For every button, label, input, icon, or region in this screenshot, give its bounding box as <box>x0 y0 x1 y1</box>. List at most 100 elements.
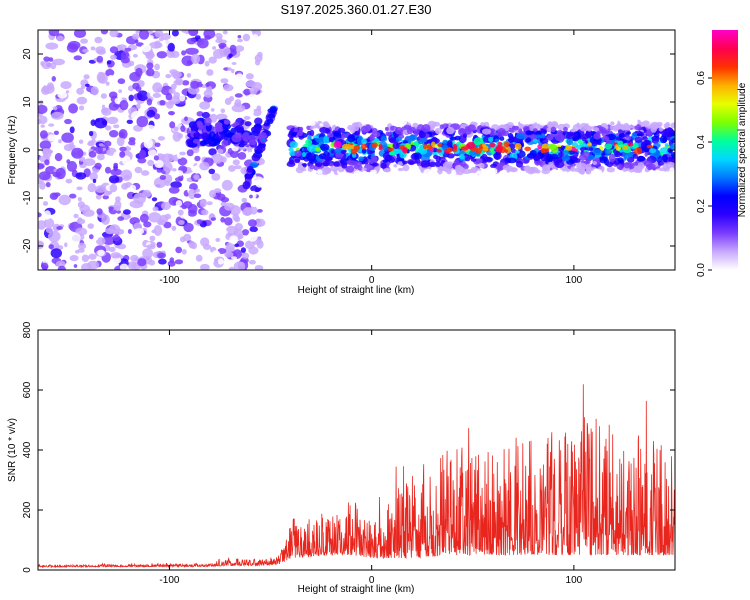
spectrogram-cell <box>96 49 106 55</box>
spectrogram-cell <box>54 153 63 162</box>
spectrogram-cell <box>127 215 131 219</box>
spectrogram-cell <box>217 148 224 154</box>
spectrogram-cell <box>163 221 172 229</box>
spectrogram-cell <box>119 146 127 152</box>
spectrogram-cell <box>393 164 398 168</box>
spectrogram-cell <box>562 150 570 156</box>
spectrogram-cell <box>157 136 165 141</box>
spectrogram-cell <box>73 55 83 61</box>
spectrogram-cell <box>71 147 84 159</box>
spectrogram-cell <box>294 150 302 157</box>
spectrogram-cell <box>181 249 187 255</box>
spectrogram-cell <box>465 157 471 162</box>
spectrogram-cell <box>126 119 133 125</box>
spectrogram-cell <box>220 229 228 235</box>
spectrogram-cell <box>73 30 87 38</box>
spectrogram-cell <box>154 63 161 71</box>
spectrogram-cell <box>199 198 207 208</box>
spectrogram-cell <box>560 145 565 151</box>
spectrogram-cell <box>323 167 332 174</box>
spectrogram-cell <box>142 248 154 259</box>
spectrogram-cell <box>138 30 150 40</box>
spectrogram-cell <box>608 154 616 162</box>
spectrogram-cell <box>109 30 119 38</box>
spectrogram-cell <box>534 169 541 174</box>
spectrogram-cell <box>221 139 229 147</box>
spectrogram-cell <box>66 159 71 164</box>
spectrogram-cell <box>513 122 518 126</box>
spectrogram-cell <box>53 130 60 135</box>
spectrogram-cell <box>106 149 111 155</box>
spectrogram-cell <box>341 143 352 150</box>
spectrogram-cell <box>459 154 465 160</box>
spectrogram-cell <box>161 201 171 211</box>
spectrogram-cell <box>132 53 138 58</box>
spectrogram-cell <box>306 130 312 136</box>
colorbar-ticks: 0.0 0.2 0.4 0.6 <box>696 71 712 277</box>
spectrogram-cell <box>56 226 63 230</box>
spectrogram-cell <box>518 123 524 129</box>
spectrogram-cell <box>511 116 520 124</box>
spectrogram-cell <box>135 30 141 34</box>
spectrogram-cell <box>361 167 367 171</box>
spectrogram-cell <box>303 147 308 153</box>
spectrogram-cell <box>587 127 592 132</box>
spectrogram-cell <box>495 146 503 153</box>
spectrogram-cell <box>256 209 263 213</box>
spectrogram-cell <box>194 155 201 162</box>
spectrogram-cell <box>221 179 233 191</box>
spectrogram-cell <box>222 123 232 130</box>
spectrogram-cell <box>196 111 204 117</box>
spectrogram-cell <box>89 172 98 181</box>
spectrogram-cell <box>289 141 298 149</box>
spectrogram-cell <box>604 147 611 155</box>
spectrogram-cell <box>196 65 205 73</box>
spectrogram-cell <box>453 159 460 165</box>
spectrogram-cell <box>64 118 72 125</box>
spectrogram-cell <box>85 108 92 117</box>
spectrogram-cell <box>632 153 638 159</box>
spectrogram-cell <box>256 144 266 153</box>
snr-marks <box>38 384 675 569</box>
spectrogram-cell <box>330 149 336 154</box>
spectrogram-cell <box>88 130 94 137</box>
spectrogram-cell <box>154 142 161 148</box>
spectrogram-cell <box>524 146 532 152</box>
spectrogram-cell <box>570 166 576 172</box>
spectrogram-cell <box>623 162 631 169</box>
spectrogram-cell <box>458 128 466 134</box>
spectrogram-cell <box>203 244 212 250</box>
spectrogram-cell <box>338 127 346 133</box>
spectrogram-cell <box>503 141 510 148</box>
snr-x-label: Height of straight line (km) <box>298 584 415 595</box>
spectrogram-cell <box>223 119 230 125</box>
spectrogram-cell <box>269 106 278 114</box>
spectrogram-cell <box>167 233 177 243</box>
spectrogram-cell <box>632 161 639 166</box>
spectrogram-cell <box>65 178 73 184</box>
spectrogram-cell <box>380 162 387 169</box>
spectrogram-cell <box>642 120 650 127</box>
spectrogram-cell <box>258 132 267 139</box>
spectrogram-cell <box>108 224 121 234</box>
spectrogram-cell <box>64 242 68 248</box>
spectrogram-cell <box>488 136 494 143</box>
spectrogram-cell <box>215 113 228 121</box>
spectrogram-cell <box>41 262 49 270</box>
spectrogram-cell <box>656 121 663 127</box>
spectrogram-cell <box>211 173 221 181</box>
spectrogram-cell <box>68 103 78 114</box>
spectrogram-marks <box>38 30 675 270</box>
spectrogram-cell <box>383 167 391 173</box>
spectrogram-cell <box>175 200 183 207</box>
spectrogram-cell <box>128 94 134 102</box>
spectrogram-cell <box>180 64 186 69</box>
spectrogram-cell <box>152 206 159 212</box>
spectrogram-cell <box>88 253 97 260</box>
spectrogram-cell <box>622 124 632 131</box>
spectrogram-cell <box>550 126 557 133</box>
spectrogram-cell <box>403 124 411 129</box>
spectrogram-cell <box>117 216 125 221</box>
spectrogram-cell <box>460 161 467 167</box>
spectrogram-cell <box>177 157 188 166</box>
